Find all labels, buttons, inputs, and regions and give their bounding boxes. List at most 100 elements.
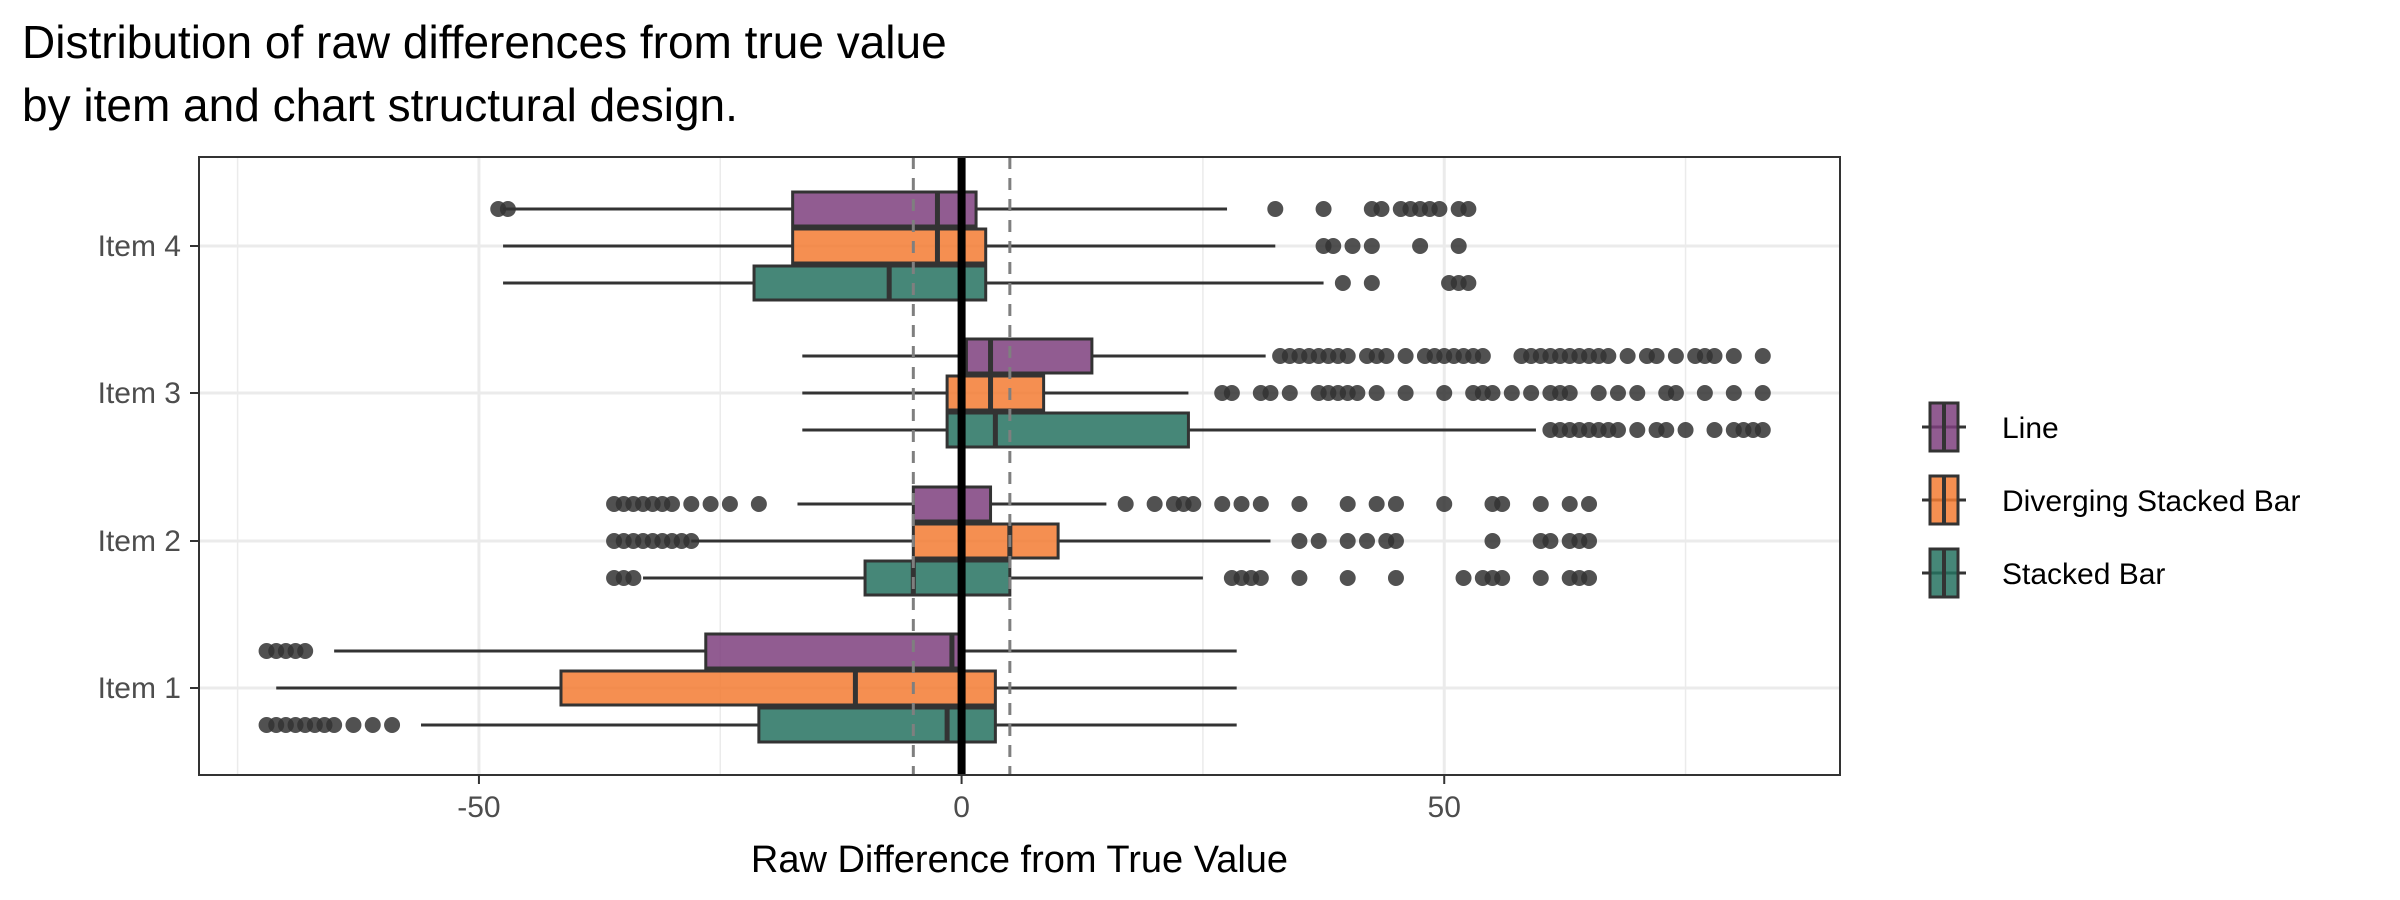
outlier-point xyxy=(1387,496,1404,512)
outlier-point xyxy=(1368,385,1385,401)
box-item-1-diverging-stacked-bar xyxy=(276,669,1237,707)
chart-title-line-2: by item and chart structural design. xyxy=(22,79,738,131)
box-iqr xyxy=(863,559,1012,597)
outlier-point xyxy=(1581,533,1598,549)
outlier-point xyxy=(1706,348,1723,364)
outlier-point xyxy=(384,717,401,733)
outlier-point xyxy=(1677,422,1694,438)
outlier-point xyxy=(1484,385,1501,401)
boxes-layer xyxy=(258,190,1771,744)
outlier-point xyxy=(1532,570,1549,586)
outlier-point xyxy=(1291,533,1308,549)
legend: Line Diverging Stacked Bar Stacked Bar xyxy=(1922,401,2300,599)
outlier-point xyxy=(1581,496,1598,512)
outlier-point xyxy=(1754,385,1771,401)
outlier-point xyxy=(1117,496,1134,512)
outlier-point xyxy=(1629,422,1646,438)
x-tick-label: 50 xyxy=(1428,791,1461,824)
outlier-point xyxy=(1223,385,1240,401)
outlier-point xyxy=(1609,385,1626,401)
box-item-2-line xyxy=(606,485,1598,523)
outlier-point xyxy=(1629,385,1646,401)
outlier-point xyxy=(499,201,516,217)
outlier-point xyxy=(702,496,719,512)
outlier-point xyxy=(1460,275,1477,291)
legend-item-line: Line xyxy=(1922,401,2059,453)
outlier-point xyxy=(721,496,738,512)
outlier-point xyxy=(1450,238,1467,254)
outlier-point xyxy=(1725,385,1742,401)
outlier-point xyxy=(1252,570,1269,586)
box-iqr xyxy=(911,522,1060,560)
outlier-point xyxy=(1561,385,1578,401)
outlier-point xyxy=(1315,201,1332,217)
outlier-point xyxy=(1339,533,1356,549)
outlier-point xyxy=(1532,496,1549,512)
outlier-point xyxy=(1339,570,1356,586)
box-iqr xyxy=(791,190,978,228)
outlier-point xyxy=(1542,533,1559,549)
outlier-point xyxy=(1185,496,1202,512)
box-item-1-stacked-bar xyxy=(258,706,1237,744)
y-tick-label: Item 1 xyxy=(98,672,181,705)
legend-label: Line xyxy=(2002,412,2059,445)
box-item-4-line xyxy=(490,190,1477,228)
box-item-3-stacked-bar xyxy=(802,411,1771,449)
outlier-point xyxy=(1474,348,1491,364)
plot-background xyxy=(199,157,1840,775)
outlier-point xyxy=(1455,570,1472,586)
outlier-point xyxy=(1368,496,1385,512)
outlier-point xyxy=(1325,238,1342,254)
y-tick-label: Item 4 xyxy=(98,230,181,263)
outlier-point xyxy=(326,717,343,733)
outlier-point xyxy=(1667,348,1684,364)
x-axis-title: Raw Difference from True Value xyxy=(751,839,1288,881)
outlier-point xyxy=(1754,422,1771,438)
outlier-point xyxy=(1267,201,1284,217)
legend-label: Stacked Bar xyxy=(2002,558,2165,591)
outlier-point xyxy=(1581,570,1598,586)
legend-item-diverging-stacked-bar: Diverging Stacked Bar xyxy=(1922,474,2300,526)
outlier-point xyxy=(1233,496,1250,512)
outlier-point xyxy=(1310,533,1327,549)
outlier-point xyxy=(1349,385,1366,401)
outlier-point xyxy=(1378,348,1395,364)
box-iqr xyxy=(757,706,997,744)
legend-item-stacked-bar: Stacked Bar xyxy=(1922,547,2165,599)
box-iqr xyxy=(911,485,993,523)
y-axis: Item 1 Item 2 Item 3 Item 4 xyxy=(98,230,199,705)
outlier-point xyxy=(1600,348,1617,364)
outlier-point xyxy=(1214,496,1231,512)
outlier-point xyxy=(1359,533,1376,549)
outlier-point xyxy=(1412,238,1429,254)
outlier-point xyxy=(1503,385,1520,401)
outlier-point xyxy=(1706,422,1723,438)
outlier-point xyxy=(1387,533,1404,549)
outlier-point xyxy=(1696,385,1713,401)
outlier-point xyxy=(1339,348,1356,364)
reference-lines xyxy=(911,157,1012,775)
outlier-point xyxy=(750,496,767,512)
outlier-point xyxy=(1387,570,1404,586)
outlier-point xyxy=(1484,533,1501,549)
x-axis: -50 0 50 xyxy=(457,775,1461,824)
outlier-point xyxy=(1754,348,1771,364)
x-tick-label: -50 xyxy=(457,791,500,824)
outlier-point xyxy=(1494,570,1511,586)
outlier-point xyxy=(1523,385,1540,401)
x-tick-label: 0 xyxy=(953,791,970,824)
outlier-point xyxy=(663,496,680,512)
outlier-point xyxy=(1363,275,1380,291)
outlier-point xyxy=(625,570,642,586)
outlier-point xyxy=(1725,348,1742,364)
box-iqr xyxy=(945,411,1190,449)
outlier-point xyxy=(1590,385,1607,401)
outlier-point xyxy=(1262,385,1279,401)
box-iqr xyxy=(704,632,964,670)
outlier-point xyxy=(683,533,700,549)
outlier-point xyxy=(1397,385,1414,401)
outlier-point xyxy=(1658,422,1675,438)
outlier-point xyxy=(345,717,362,733)
outlier-point xyxy=(1648,348,1665,364)
